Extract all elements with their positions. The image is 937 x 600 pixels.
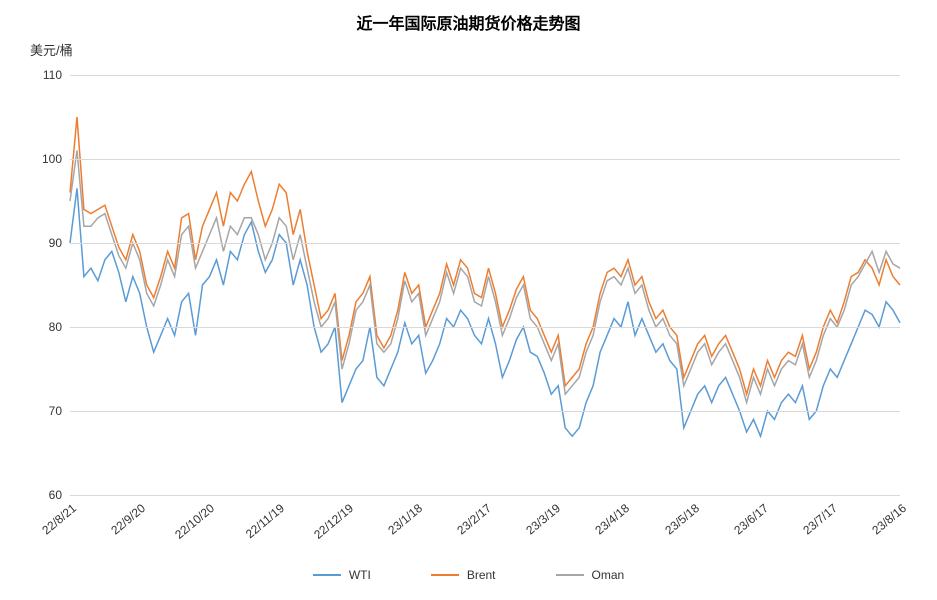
y-axis-label: 美元/桶 <box>30 40 73 59</box>
gridline <box>70 75 900 76</box>
series-lines <box>70 75 900 495</box>
x-tick-label: 23/3/19 <box>523 501 563 537</box>
x-tick-label: 23/1/18 <box>385 501 425 537</box>
plot-area: 6070809010011022/8/2122/9/2022/10/2022/1… <box>70 75 900 495</box>
y-tick-label: 100 <box>42 152 70 166</box>
y-tick-label: 90 <box>49 236 70 250</box>
x-tick-label: 23/2/17 <box>454 501 494 537</box>
gridline <box>70 411 900 412</box>
legend-item-wti: WTI <box>313 568 371 582</box>
legend-swatch <box>313 574 341 576</box>
gridline <box>70 327 900 328</box>
series-line-oman <box>70 151 900 403</box>
y-tick-label: 110 <box>43 68 70 82</box>
gridline <box>70 495 900 496</box>
gridline <box>70 243 900 244</box>
x-tick-label: 22/9/20 <box>108 501 148 537</box>
legend-swatch <box>431 574 459 576</box>
legend-label: Brent <box>467 568 496 582</box>
x-tick-label: 22/10/20 <box>173 501 218 542</box>
x-tick-label: 23/7/17 <box>800 501 840 537</box>
y-tick-label: 60 <box>49 488 70 502</box>
x-tick-label: 22/8/21 <box>39 501 79 537</box>
gridline <box>70 159 900 160</box>
legend-label: Oman <box>592 568 625 582</box>
legend-label: WTI <box>349 568 371 582</box>
series-line-wti <box>70 188 900 436</box>
legend-swatch <box>556 574 584 576</box>
oil-price-chart: 近一年国际原油期货价格走势图 美元/桶 6070809010011022/8/2… <box>0 0 937 600</box>
x-tick-label: 23/8/16 <box>869 501 909 537</box>
legend-item-oman: Oman <box>556 568 625 582</box>
y-tick-label: 70 <box>49 404 70 418</box>
x-tick-label: 23/5/18 <box>662 501 702 537</box>
x-tick-label: 22/11/19 <box>242 501 286 541</box>
y-tick-label: 80 <box>49 320 70 334</box>
legend: WTI Brent Oman <box>0 565 937 582</box>
x-tick-label: 22/12/19 <box>311 501 356 542</box>
legend-item-brent: Brent <box>431 568 496 582</box>
chart-title: 近一年国际原油期货价格走势图 <box>0 10 937 34</box>
x-tick-label: 23/6/17 <box>731 501 771 537</box>
x-tick-label: 23/4/18 <box>593 501 633 537</box>
